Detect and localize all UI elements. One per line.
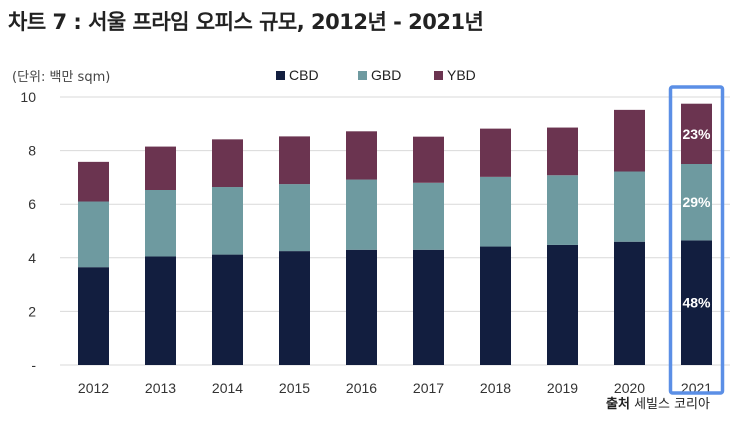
- percent-labels: 48% 29% 23%: [682, 126, 711, 311]
- bar-gbd-2016: [346, 179, 377, 250]
- unit-label: (단위: 백만 sqm): [12, 70, 111, 85]
- x-axis-ticks: 2012 2013 2014 2015 2016 2017 2018 2019 2020 2021: [78, 380, 712, 396]
- legend-swatch-gbd: [358, 71, 367, 80]
- bar-cbd-2013: [145, 256, 176, 365]
- y-tick-label: 4: [28, 250, 36, 266]
- bar-ybd-2016: [346, 131, 377, 180]
- source-prefix: 출처: [606, 397, 630, 412]
- bar-cbd-2020: [614, 241, 645, 365]
- bar-gbd-2014: [212, 187, 243, 255]
- source-note: 출처 세빌스 코리아: [606, 393, 710, 412]
- x-tick-label: 2012: [78, 380, 109, 396]
- bar-gbd-2021: [681, 164, 712, 241]
- bar-gbd-2018: [480, 176, 511, 247]
- bar-ybd-2012: [78, 161, 109, 202]
- bar-ybd-2021: [681, 103, 712, 164]
- y-axis-ticks: - 2 4 6 8 10: [20, 89, 36, 373]
- bar-gbd-2015: [279, 184, 310, 252]
- bar-ybd-2017: [413, 136, 444, 183]
- x-tick-label: 2018: [480, 380, 511, 396]
- bar-ybd-2013: [145, 146, 176, 190]
- x-tick-label: 2015: [279, 380, 310, 396]
- bar-gbd-2012: [78, 201, 109, 268]
- bar-cbd-2016: [346, 249, 377, 365]
- y-tick-label: 8: [28, 143, 36, 159]
- bar-ybd-2014: [212, 139, 243, 188]
- legend-label-cbd: CBD: [289, 67, 319, 83]
- legend-swatch-cbd: [276, 71, 285, 80]
- bar-ybd-2020: [614, 109, 645, 172]
- legend-swatch-ybd: [434, 71, 443, 80]
- data-label-ybd: 23%: [682, 126, 711, 142]
- highlight-box: [668, 85, 725, 395]
- bar-gbd-2013: [145, 189, 176, 257]
- bar-ybd-2019: [547, 127, 578, 176]
- bar-cbd-2017: [413, 249, 444, 365]
- data-label-cbd: 48%: [682, 295, 711, 311]
- bar-cbd-2015: [279, 251, 310, 365]
- y-tick-label: 2: [28, 303, 36, 319]
- y-tick-label: 10: [20, 89, 36, 105]
- bar-gbd-2019: [547, 175, 578, 245]
- bar-ybd-2018: [480, 128, 511, 177]
- bar-cbd-2021: [681, 240, 712, 365]
- legend-label-gbd: GBD: [371, 67, 401, 83]
- data-label-gbd: 29%: [682, 194, 711, 210]
- legend-label-ybd: YBD: [447, 67, 476, 83]
- x-tick-label: 2017: [413, 380, 444, 396]
- bar-gbd-2020: [614, 171, 645, 242]
- bar-cbd-2019: [547, 244, 578, 365]
- source-name: 세빌스 코리아: [634, 397, 710, 412]
- bars: [78, 103, 712, 365]
- bar-ybd-2015: [279, 136, 310, 185]
- x-tick-label: 2020: [614, 380, 645, 396]
- bar-gbd-2017: [413, 182, 444, 250]
- legend: CBD GBD YBD: [276, 67, 476, 83]
- x-tick-label: 2014: [212, 380, 243, 396]
- highlight-box-2021: [668, 85, 725, 395]
- x-tick-label: 2016: [346, 380, 377, 396]
- y-tick-label: -: [31, 357, 36, 373]
- bar-cbd-2012: [78, 267, 109, 365]
- y-tick-label: 6: [28, 196, 36, 212]
- x-tick-label: 2013: [145, 380, 176, 396]
- x-tick-label: 2019: [547, 380, 578, 396]
- bar-cbd-2014: [212, 254, 243, 365]
- chart-title: 차트 7 : 서울 프라임 오피스 규모, 2012년 - 2021년: [8, 10, 484, 34]
- bar-cbd-2018: [480, 246, 511, 365]
